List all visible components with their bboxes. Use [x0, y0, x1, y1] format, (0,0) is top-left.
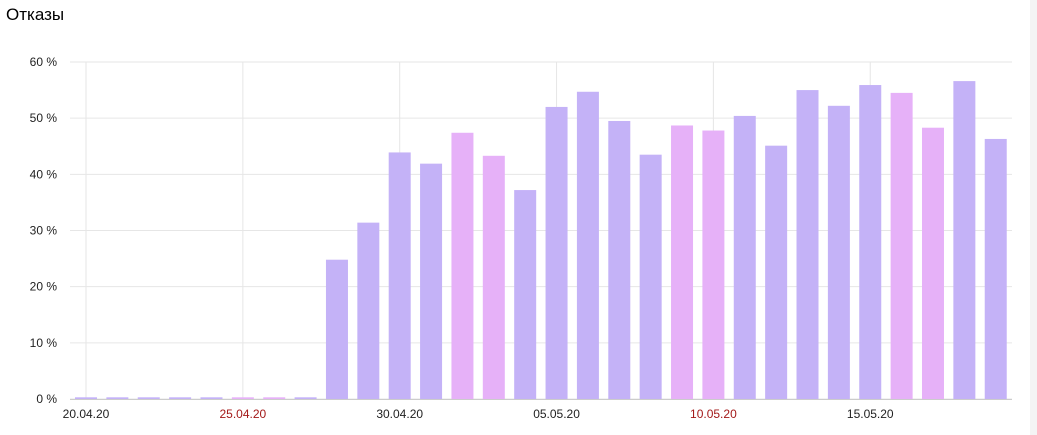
- bar-12.05.20: [765, 145, 788, 399]
- bar-27.04.20: [294, 397, 317, 399]
- x-tick-label: 30.04.20: [376, 407, 423, 421]
- bar-14.05.20: [827, 105, 850, 399]
- y-tick-label: 40 %: [30, 167, 58, 181]
- bar-05.05.20: [545, 106, 568, 399]
- bar-01.05.20: [420, 163, 443, 399]
- bar-22.04.20: [137, 397, 160, 399]
- bar-16.05.20: [890, 92, 913, 400]
- x-tick-label: 10.05.20: [690, 407, 737, 421]
- bar-17.05.20: [921, 127, 944, 399]
- scrollbar-strip: [1030, 0, 1037, 435]
- y-tick-label: 30 %: [30, 224, 58, 238]
- bar-06.05.20: [576, 91, 599, 399]
- bar-20.04.20: [75, 397, 97, 399]
- bar-13.05.20: [796, 90, 819, 399]
- chart-title: Отказы: [6, 5, 65, 24]
- bar-09.05.20: [671, 125, 694, 400]
- y-tick-label: 50 %: [30, 111, 58, 125]
- y-tick-label: 10 %: [30, 336, 58, 350]
- x-tick-label: 15.05.20: [847, 407, 894, 421]
- bar-03.05.20: [482, 155, 505, 399]
- bar-15.05.20: [859, 85, 882, 400]
- x-tick-label: 05.05.20: [533, 407, 580, 421]
- bar-23.04.20: [169, 397, 192, 399]
- bar-19.05.20: [984, 138, 1007, 399]
- bar-28.04.20: [325, 259, 348, 399]
- x-tick-label: 25.04.20: [219, 407, 266, 421]
- x-tick-label: 20.04.20: [63, 407, 110, 421]
- bar-18.05.20: [953, 81, 976, 399]
- bar-25.04.20: [231, 397, 254, 399]
- bar-24.04.20: [200, 397, 223, 399]
- bar-21.04.20: [106, 397, 129, 399]
- y-tick-label: 0 %: [36, 392, 57, 406]
- bar-11.05.20: [733, 115, 756, 400]
- y-tick-label: 60 %: [30, 55, 58, 69]
- bar-07.05.20: [608, 120, 631, 399]
- bar-04.05.20: [514, 190, 537, 399]
- bar-29.04.20: [357, 222, 380, 399]
- bar-02.05.20: [451, 132, 474, 399]
- bar-10.05.20: [702, 130, 725, 400]
- bar-26.04.20: [263, 397, 286, 399]
- bar-30.04.20: [388, 152, 411, 399]
- bar-08.05.20: [639, 154, 662, 399]
- y-tick-label: 20 %: [30, 280, 58, 294]
